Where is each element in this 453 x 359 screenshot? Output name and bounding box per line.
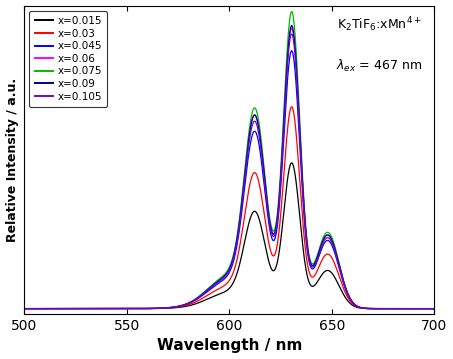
x=0.105 xyxy=(92,307,98,311)
x=0.03 xyxy=(68,307,73,311)
x=0.015 xyxy=(432,307,437,311)
Text: $\lambda_{ex}$ = 467 nm: $\lambda_{ex}$ = 467 nm xyxy=(336,58,422,74)
x=0.06 xyxy=(178,303,184,308)
x=0.105 xyxy=(21,307,27,311)
x=0.075 xyxy=(432,307,437,311)
x=0.015 xyxy=(92,307,98,311)
Line: x=0.045: x=0.045 xyxy=(24,51,434,309)
x=0.015 xyxy=(380,307,385,311)
x=0.045 xyxy=(21,307,27,311)
x=0.03 xyxy=(178,304,184,309)
x=0.03 xyxy=(424,307,429,311)
X-axis label: Wavelength / nm: Wavelength / nm xyxy=(157,339,302,354)
Line: x=0.105: x=0.105 xyxy=(24,34,434,309)
x=0.015 xyxy=(68,307,73,311)
x=0.105 xyxy=(380,307,385,311)
x=0.06 xyxy=(289,26,294,31)
x=0.075 xyxy=(68,307,73,311)
x=0.03 xyxy=(289,105,294,109)
x=0.06 xyxy=(92,307,98,311)
x=0.015 xyxy=(424,307,429,311)
Line: x=0.03: x=0.03 xyxy=(24,107,434,309)
x=0.015 xyxy=(197,300,202,305)
x=0.09 xyxy=(289,23,294,28)
x=0.105 xyxy=(197,295,202,299)
x=0.06 xyxy=(424,307,429,311)
x=0.06 xyxy=(432,307,437,311)
x=0.075 xyxy=(21,307,27,311)
x=0.075 xyxy=(289,9,294,14)
Line: x=0.075: x=0.075 xyxy=(24,11,434,309)
x=0.03 xyxy=(380,307,385,311)
x=0.045 xyxy=(380,307,385,311)
Line: x=0.015: x=0.015 xyxy=(24,163,434,309)
x=0.075 xyxy=(92,307,98,311)
x=0.03 xyxy=(92,307,98,311)
Legend: x=0.015, x=0.03, x=0.045, x=0.06, x=0.075, x=0.09, x=0.105: x=0.015, x=0.03, x=0.045, x=0.06, x=0.07… xyxy=(29,11,107,107)
Line: x=0.09: x=0.09 xyxy=(24,25,434,309)
x=0.09 xyxy=(68,307,73,311)
x=0.075 xyxy=(380,307,385,311)
x=0.06 xyxy=(197,295,202,299)
x=0.015 xyxy=(21,307,27,311)
x=0.03 xyxy=(432,307,437,311)
x=0.09 xyxy=(432,307,437,311)
x=0.045 xyxy=(197,295,202,300)
x=0.075 xyxy=(424,307,429,311)
x=0.045 xyxy=(289,48,294,53)
x=0.015 xyxy=(178,305,184,309)
x=0.09 xyxy=(197,294,202,299)
x=0.045 xyxy=(432,307,437,311)
Text: K$_2$TiF$_6$:xMn$^{4+}$: K$_2$TiF$_6$:xMn$^{4+}$ xyxy=(337,15,422,33)
x=0.075 xyxy=(197,294,202,298)
x=0.105 xyxy=(68,307,73,311)
x=0.06 xyxy=(380,307,385,311)
x=0.09 xyxy=(178,303,184,308)
x=0.09 xyxy=(380,307,385,311)
x=0.045 xyxy=(178,304,184,308)
x=0.09 xyxy=(21,307,27,311)
x=0.105 xyxy=(432,307,437,311)
x=0.03 xyxy=(21,307,27,311)
Y-axis label: Relative Intensity / a.u.: Relative Intensity / a.u. xyxy=(5,78,19,242)
x=0.105 xyxy=(178,304,184,308)
x=0.045 xyxy=(92,307,98,311)
x=0.06 xyxy=(68,307,73,311)
x=0.015 xyxy=(289,161,294,165)
x=0.09 xyxy=(92,307,98,311)
x=0.075 xyxy=(178,303,184,308)
x=0.09 xyxy=(424,307,429,311)
x=0.105 xyxy=(424,307,429,311)
x=0.06 xyxy=(21,307,27,311)
x=0.045 xyxy=(424,307,429,311)
x=0.105 xyxy=(289,32,294,36)
x=0.03 xyxy=(197,298,202,302)
Line: x=0.06: x=0.06 xyxy=(24,28,434,309)
x=0.045 xyxy=(68,307,73,311)
